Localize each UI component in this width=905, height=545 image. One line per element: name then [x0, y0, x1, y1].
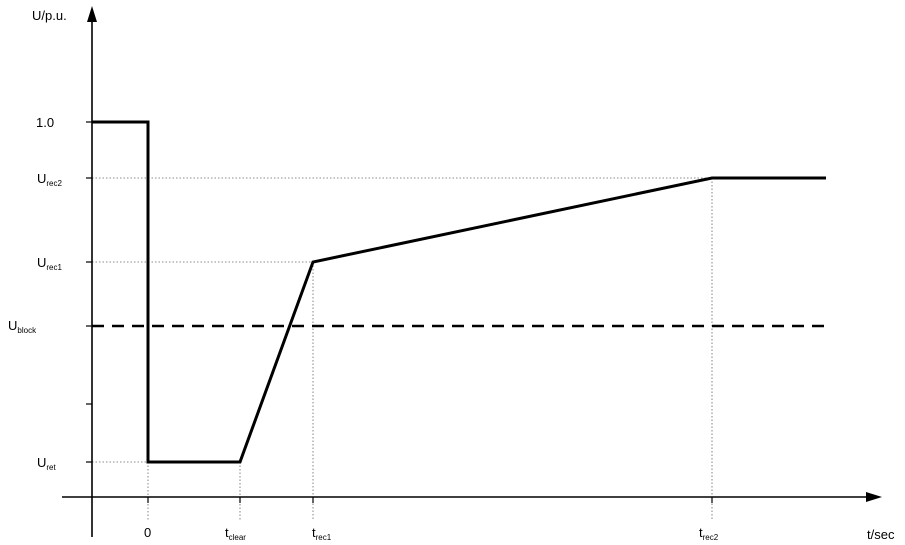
y-label-urec1: Urec1 [37, 255, 63, 272]
y-label-urec2: Urec2 [37, 171, 63, 188]
x-axis-label: t/sec [867, 527, 895, 542]
y-axis-label: U/p.u. [32, 8, 67, 23]
y-label-uret: Uret [37, 455, 57, 472]
y-label-ublock: Ublock [8, 318, 37, 335]
voltage-profile-curve [92, 120, 826, 464]
x-label-tclear: tclear [225, 525, 246, 542]
y-label-one: 1.0 [36, 115, 54, 130]
y-axis-arrow-icon [87, 6, 97, 22]
x-label-trec1: trec1 [312, 525, 332, 542]
x-axis-arrow-icon [866, 492, 882, 502]
x-label-trec2: trec2 [699, 525, 719, 542]
x-label-zero: 0 [144, 525, 151, 540]
